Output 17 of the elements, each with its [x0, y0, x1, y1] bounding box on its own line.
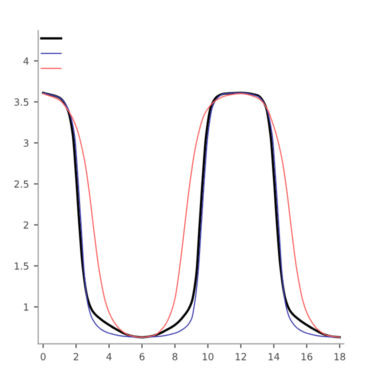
- x-tick-label: 2: [74, 353, 78, 360]
- x-tick-label: 8: [172, 353, 178, 360]
- y-tick-label: 2: [24, 221, 28, 229]
- y-tick-label: 1: [24, 304, 28, 311]
- x-tick-label: 12: [236, 353, 246, 360]
- x-tick-label: 14: [268, 353, 280, 360]
- x-tick-label: 0: [40, 353, 46, 360]
- y-tick-label: 3.5: [14, 98, 28, 106]
- x-tick-label: 6: [140, 353, 144, 360]
- x-tick-label: 18: [334, 353, 346, 360]
- x-tick-label: 16: [302, 353, 312, 360]
- y-tick-label: 1.5: [14, 262, 28, 270]
- x-tick-label: 10: [202, 353, 214, 360]
- x-tick-label: 4: [106, 353, 112, 360]
- y-tick-label: 4: [23, 58, 29, 65]
- y-tick-label: 3: [24, 139, 28, 147]
- y-tick-label: 2.5: [14, 180, 28, 188]
